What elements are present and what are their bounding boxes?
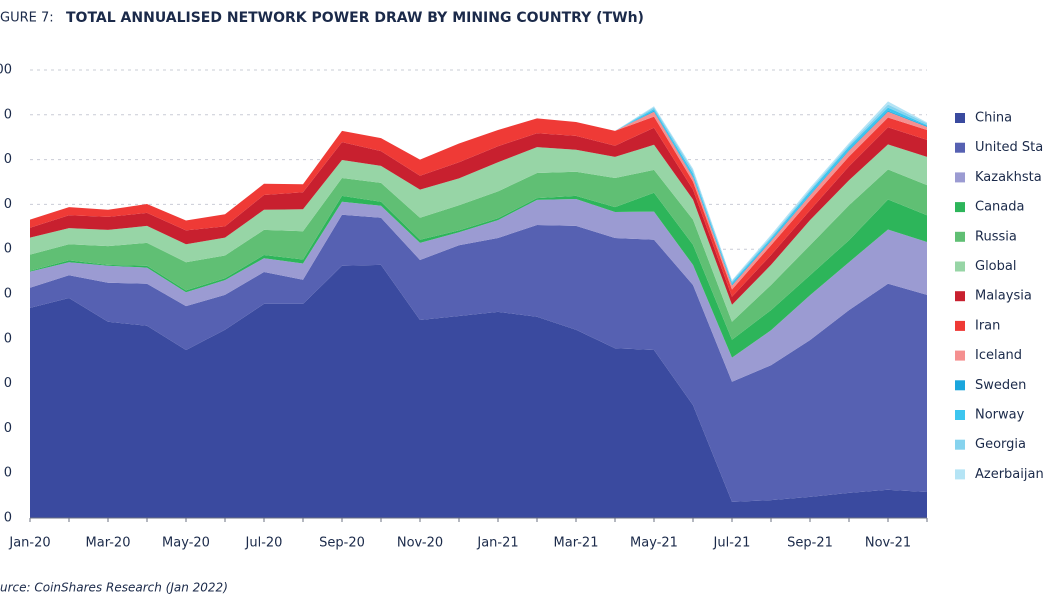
x-tick-label: Mar-21 [554, 536, 599, 551]
legend-label: Global [975, 259, 1016, 274]
legend-swatch [955, 439, 965, 450]
x-tick-label: Nov-20 [397, 536, 443, 551]
area [30, 144, 927, 322]
area [30, 127, 927, 305]
x-tick-label: Mar-20 [86, 536, 131, 551]
chart-title: TOTAL ANNUALISED NETWORK POWER DRAW BY M… [66, 10, 644, 26]
legend-label: Iceland [975, 348, 1022, 363]
area [30, 214, 927, 502]
x-tick-label: Sep-20 [319, 536, 365, 551]
legend-swatch [955, 202, 965, 213]
legend-label: Norway [975, 408, 1025, 423]
x-tick-label: Jul-21 [713, 536, 751, 551]
legend-label: United Sta [975, 140, 1043, 155]
legend: China United Sta Kazakhsta Canada Russia Glob… [955, 111, 1044, 482]
area [30, 264, 927, 518]
legend-label: Malaysia [975, 289, 1032, 304]
y-tick-label: 0 [4, 421, 12, 436]
legend-label: Kazakhsta [975, 170, 1042, 185]
y-tick-label: 0 [4, 152, 12, 167]
y-tick-label: 00 [0, 63, 12, 78]
legend-swatch [955, 142, 965, 153]
y-tick-label: 0 [4, 466, 12, 481]
legend-swatch [955, 469, 965, 480]
y-tick-label: 0 [4, 197, 12, 212]
legend-swatch [955, 231, 965, 242]
legend-label: Georgia [975, 437, 1026, 452]
legend-swatch [955, 350, 965, 361]
x-tick-label: Sep-21 [787, 536, 833, 551]
x-tick-label: Nov-21 [865, 536, 911, 551]
y-tick-label: 0 [4, 511, 12, 526]
area [30, 192, 927, 358]
x-tick-label: Jan-21 [476, 536, 518, 551]
legend-label: Sweden [975, 378, 1026, 393]
figure-label: GURE 7: [0, 11, 54, 26]
legend-label: China [975, 111, 1012, 126]
legend-label: Canada [975, 200, 1024, 215]
legend-swatch [955, 380, 965, 391]
legend-swatch [955, 410, 965, 420]
legend-swatch [955, 320, 965, 331]
area [30, 169, 927, 340]
y-tick-label: 0 [4, 287, 12, 302]
legend-swatch [955, 172, 965, 183]
legend-swatch [955, 291, 965, 302]
axes: 000000000000Jan-20Mar-20May-20Jul-20Sep-… [0, 63, 928, 551]
legend-label: Iran [975, 318, 1000, 333]
x-tick-label: Jan-20 [8, 536, 50, 551]
y-tick-label: 0 [4, 376, 12, 391]
area [30, 116, 927, 297]
legend-label: Russia [975, 229, 1017, 244]
y-tick-label: 0 [4, 331, 12, 346]
legend-swatch [955, 113, 965, 123]
y-tick-label: 0 [4, 242, 12, 257]
x-tick-label: Jul-20 [245, 536, 283, 551]
legend-label: Azerbaijan [975, 467, 1044, 482]
y-tick-label: 0 [4, 107, 12, 122]
areas [30, 101, 927, 518]
source-note: urce: CoinShares Research (Jan 2022) [0, 581, 228, 595]
x-tick-label: May-20 [162, 536, 210, 551]
area [30, 199, 927, 382]
legend-swatch [955, 261, 965, 272]
x-tick-label: May-21 [630, 536, 678, 551]
